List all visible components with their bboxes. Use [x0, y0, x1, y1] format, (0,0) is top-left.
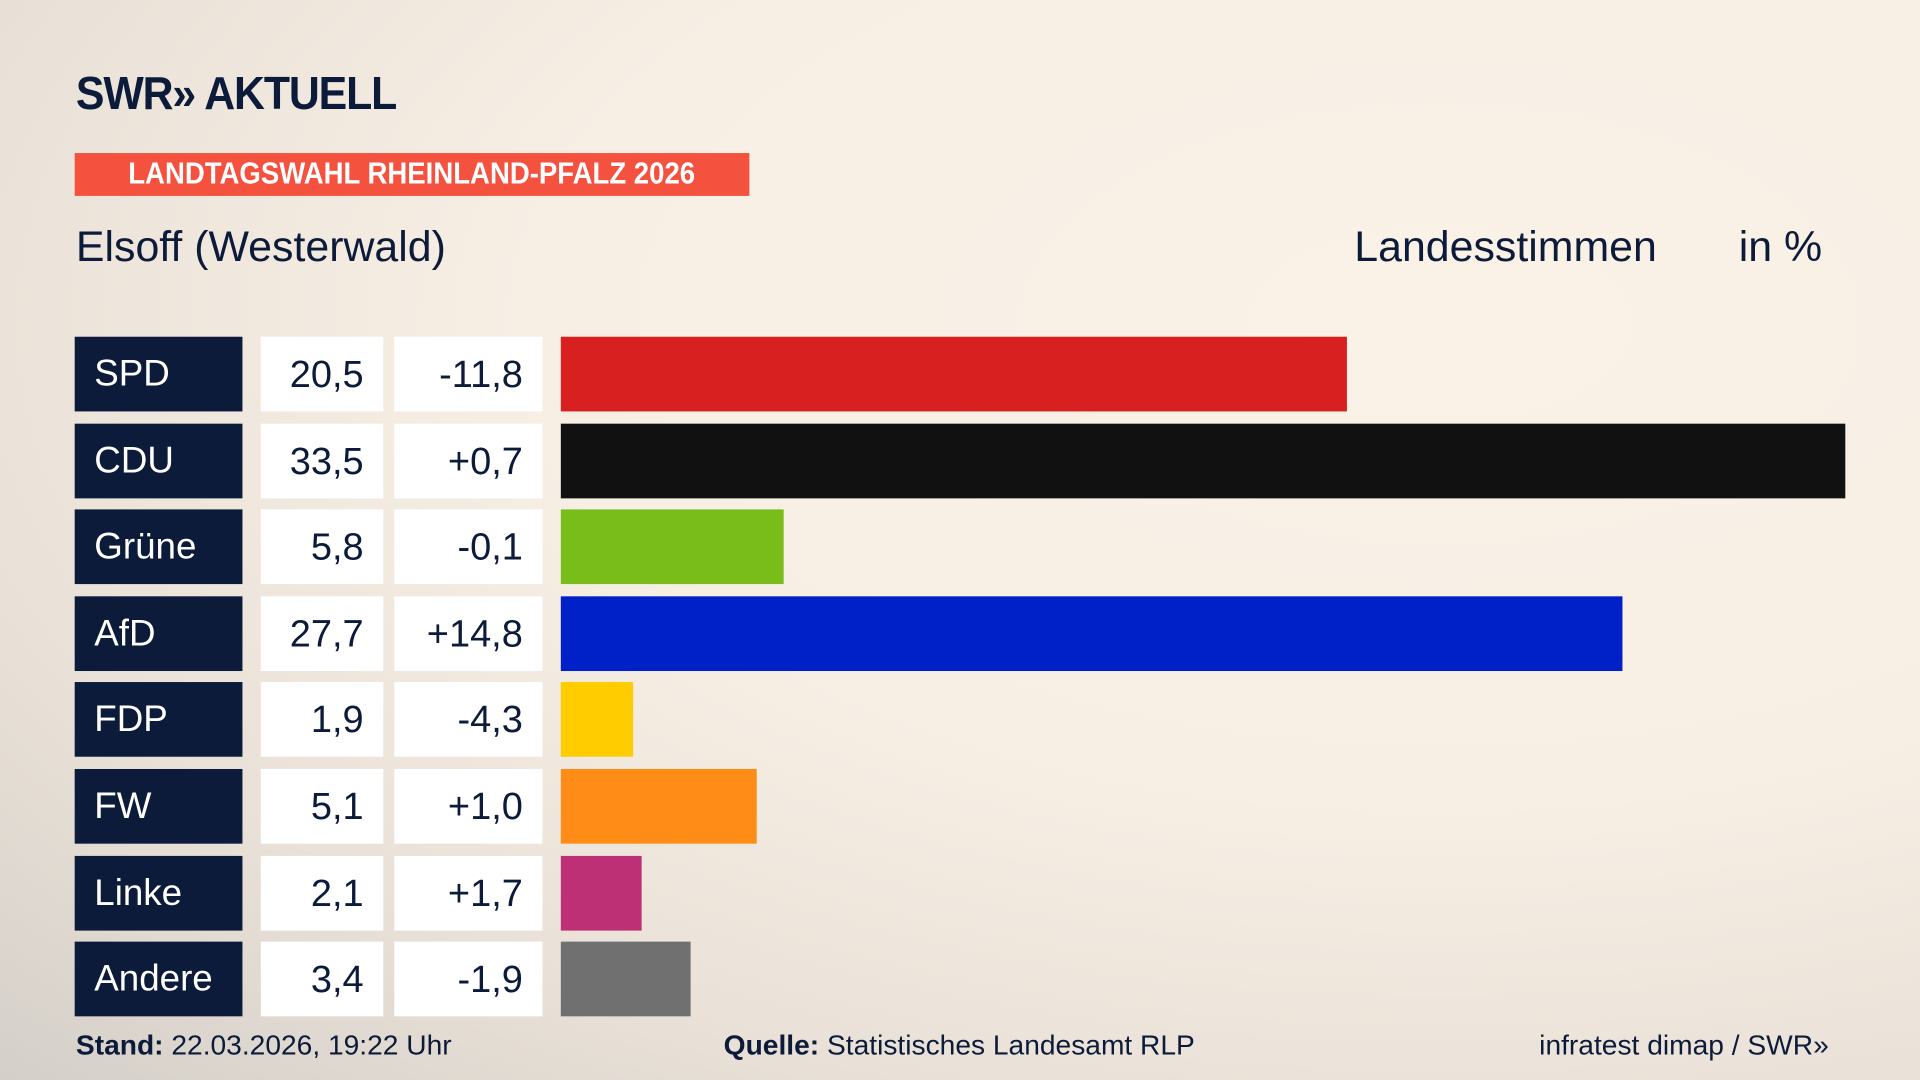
party-label: Grüne	[74, 509, 243, 585]
bar	[560, 682, 634, 758]
source-value: Statistisches Landesamt RLP	[826, 1028, 1195, 1061]
party-label: Linke	[74, 855, 243, 931]
value-label: 20,5	[260, 336, 384, 412]
party-label: AfD	[74, 596, 243, 671]
unit-label: in %	[1738, 222, 1823, 271]
stand-label: Stand:	[75, 1028, 164, 1061]
stand-value: 22.03.2026, 19:22 Uhr	[171, 1028, 452, 1061]
bar-row: Andere 3,4 -1,9	[0, 941, 1920, 1017]
party-label: SPD	[74, 336, 243, 412]
place-title: Elsoff (Westerwald)	[75, 222, 446, 271]
bar	[560, 336, 1347, 412]
change-label: +1,7	[394, 855, 543, 931]
change-label: +0,7	[394, 423, 543, 498]
value-label: 2,1	[260, 855, 384, 931]
bar	[560, 509, 784, 585]
bar-row: FDP 1,9 -4,3	[0, 682, 1920, 758]
value-label: 27,7	[260, 596, 384, 671]
bar	[560, 596, 1623, 671]
bar-row: FW 5,1 +1,0	[0, 768, 1920, 844]
source: Quelle: Statistisches Landesamt RLP	[724, 1029, 1195, 1062]
change-label: +1,0	[394, 768, 543, 844]
metric-label: Landesstimmen	[1354, 222, 1657, 271]
bar-row: SPD 20,5 -11,8	[0, 336, 1920, 412]
bar	[560, 423, 1846, 498]
change-label: -0,1	[394, 509, 543, 585]
source-label: Quelle:	[723, 1028, 820, 1061]
change-label: +14,8	[394, 596, 543, 671]
value-label: 1,9	[260, 682, 384, 758]
party-label: FW	[74, 768, 243, 844]
party-label: CDU	[74, 423, 243, 498]
bar	[560, 941, 692, 1017]
bar-row: AfD 27,7 +14,8	[0, 596, 1920, 671]
change-label: -4,3	[394, 682, 543, 758]
bar	[560, 768, 757, 844]
election-banner: LANDTAGSWAHL RHEINLAND-PFALZ 2026	[74, 153, 750, 196]
swr-aktuell-logo: SWR» AKTUELL	[75, 68, 397, 121]
bar-row: CDU 33,5 +0,7	[0, 423, 1920, 498]
stand: Stand: 22.03.2026, 19:22 Uhr	[76, 1029, 452, 1062]
value-label: 5,8	[260, 509, 384, 585]
bar-row: Linke 2,1 +1,7	[0, 855, 1920, 931]
bar-row: Grüne 5,8 -0,1	[0, 509, 1920, 585]
bar	[560, 855, 642, 931]
value-label: 33,5	[260, 423, 384, 498]
credit: infratest dimap / SWR»	[1539, 1028, 1829, 1061]
value-label: 5,1	[260, 768, 384, 844]
value-label: 3,4	[260, 941, 384, 1017]
party-label: Andere	[74, 941, 243, 1017]
party-label: FDP	[74, 682, 243, 758]
change-label: -11,8	[394, 336, 543, 412]
change-label: -1,9	[394, 941, 543, 1017]
banner-text: LANDTAGSWAHL RHEINLAND-PFALZ 2026	[128, 156, 696, 192]
